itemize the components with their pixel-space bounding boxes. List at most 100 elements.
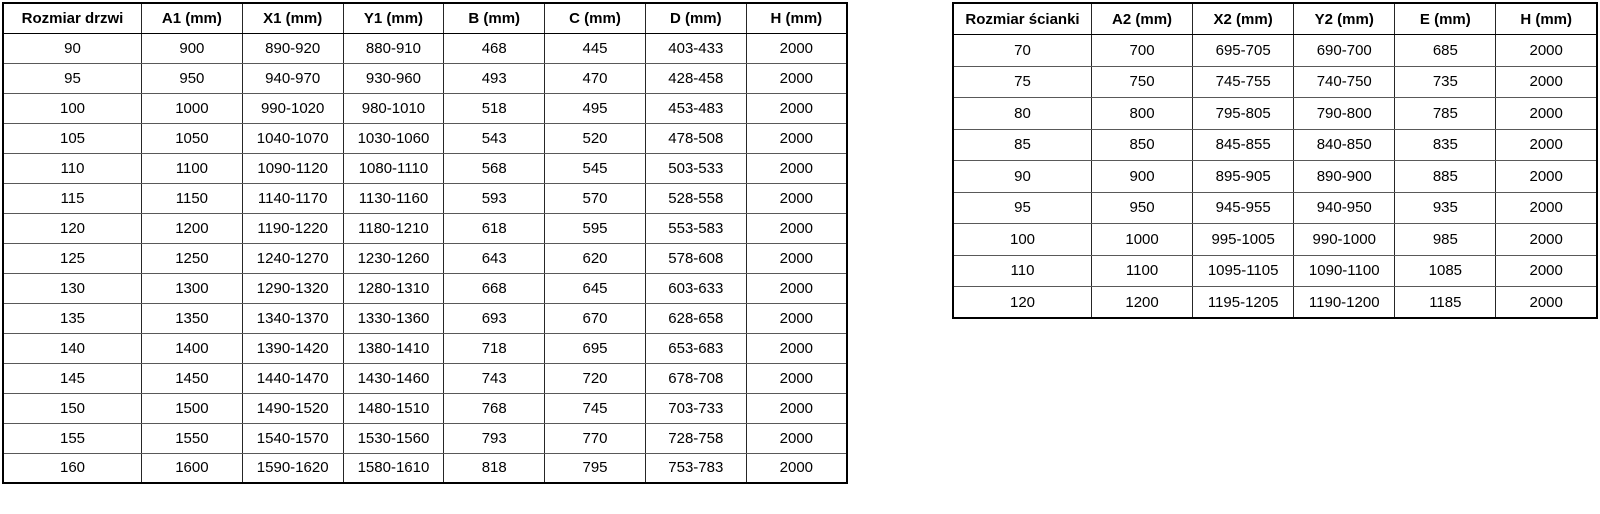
table-cell: 1150: [141, 182, 243, 214]
table-cell: 840-850: [1293, 128, 1396, 161]
table-cell: 1230-1260: [342, 242, 445, 274]
table-cell: 1200: [141, 212, 243, 244]
table-cell: 1040-1070: [241, 122, 344, 154]
table-cell: 735: [1394, 65, 1497, 98]
table-cell: 835: [1394, 128, 1497, 161]
table-row: 85 850 845-855 840-850 835 2000: [952, 128, 1598, 161]
table-cell: 130: [2, 272, 142, 304]
table-cell: 1240-1270: [241, 242, 344, 274]
header-row: Rozmiar drzwi A1 (mm) X1 (mm) Y1 (mm) B (mm)…: [2, 2, 848, 34]
table-cell: 945-955: [1192, 191, 1295, 224]
table-cell: 2000: [745, 182, 848, 214]
table-cell: 900: [141, 32, 243, 64]
column-header: A2 (mm): [1090, 2, 1194, 35]
table-cell: 75: [952, 65, 1092, 98]
table-row: 105 1050 1040-1070 1030-1060 543 520 478-508 20…: [2, 122, 848, 154]
table-row: 110 1100 1095-1105 1090-1100 1085 2000: [952, 254, 1598, 287]
table-row: 100 1000 995-1005 990-1000 985 2000: [952, 223, 1598, 256]
table-row: 115 1150 1140-1170 1130-1160 593 570 528-558 20…: [2, 182, 848, 214]
table-cell: 90: [952, 160, 1092, 193]
table-row: 145 1450 1440-1470 1430-1460 743 720 678-708 20…: [2, 362, 848, 394]
table-cell: 1600: [141, 452, 243, 484]
table-cell: 750: [1090, 65, 1194, 98]
table-cell: 1200: [1090, 286, 1194, 319]
table-cell: 950: [141, 62, 243, 94]
table-cell: 120: [2, 212, 142, 244]
table-cell: 543: [443, 122, 546, 154]
table-cell: 470: [544, 62, 646, 94]
table-row: 95 950 945-955 940-950 935 2000: [952, 191, 1598, 224]
table-cell: 670: [544, 302, 646, 334]
table-cell: 2000: [745, 122, 848, 154]
table-cell: 503-533: [644, 152, 747, 184]
column-header: B (mm): [443, 2, 546, 34]
table-cell: 518: [443, 92, 546, 124]
table-cell: 1030-1060: [342, 122, 445, 154]
table-cell: 718: [443, 332, 546, 364]
table-cell: 890-900: [1293, 160, 1396, 193]
table-cell: 885: [1394, 160, 1497, 193]
table-cell: 685: [1394, 34, 1497, 67]
table-cell: 985: [1394, 223, 1497, 256]
table-cell: 2000: [745, 422, 848, 454]
table-cell: 1280-1310: [342, 272, 445, 304]
table-cell: 1085: [1394, 254, 1497, 287]
table-cell: 795: [544, 452, 646, 484]
table-cell: 603-633: [644, 272, 747, 304]
table-cell: 1080-1110: [342, 152, 445, 184]
table-row: 75 750 745-755 740-750 735 2000: [952, 65, 1598, 98]
table-cell: 80: [952, 97, 1092, 130]
table-cell: 495: [544, 92, 646, 124]
table-cell: 1090-1100: [1293, 254, 1396, 287]
table-cell: 2000: [1495, 160, 1598, 193]
table-row: 120 1200 1195-1205 1190-1200 1185 2000: [952, 286, 1598, 319]
table-cell: 403-433: [644, 32, 747, 64]
table-cell: 1490-1520: [241, 392, 344, 424]
table-cell: 1590-1620: [241, 452, 344, 484]
table-cell: 493: [443, 62, 546, 94]
table-cell: 478-508: [644, 122, 747, 154]
table-cell: 1330-1360: [342, 302, 445, 334]
table-row: 150 1500 1490-1520 1480-1510 768 745 703-733 20…: [2, 392, 848, 424]
table-cell: 2000: [1495, 97, 1598, 130]
table-cell: 990-1020: [241, 92, 344, 124]
table-cell: 1190-1220: [241, 212, 344, 244]
table-cell: 895-905: [1192, 160, 1295, 193]
column-header: X2 (mm): [1192, 2, 1295, 35]
table-cell: 125: [2, 242, 142, 274]
table-cell: 140: [2, 332, 142, 364]
table-cell: 620: [544, 242, 646, 274]
table-cell: 1180-1210: [342, 212, 445, 244]
table-cell: 1185: [1394, 286, 1497, 319]
table-cell: 70: [952, 34, 1092, 67]
table-cell: 703-733: [644, 392, 747, 424]
table-cell: 668: [443, 272, 546, 304]
table-cell: 2000: [745, 32, 848, 64]
table-cell: 578-608: [644, 242, 747, 274]
table-cell: 95: [2, 62, 142, 94]
table-cell: 110: [2, 152, 142, 184]
table-cell: 1000: [141, 92, 243, 124]
table-row: 110 1100 1090-1120 1080-1110 568 545 503-533 20…: [2, 152, 848, 184]
table-cell: 980-1010: [342, 92, 445, 124]
table-cell: 1400: [141, 332, 243, 364]
table-cell: 1550: [141, 422, 243, 454]
table-cell: 155: [2, 422, 142, 454]
table-cell: 850: [1090, 128, 1194, 161]
column-header: Y2 (mm): [1293, 2, 1396, 35]
table-cell: 110: [952, 254, 1092, 287]
table-cell: 1140-1170: [241, 182, 344, 214]
table-cell: 890-920: [241, 32, 344, 64]
table-cell: 2000: [745, 242, 848, 274]
table-cell: 930-960: [342, 62, 445, 94]
table-cell: 528-558: [644, 182, 747, 214]
table-cell: 1500: [141, 392, 243, 424]
table-cell: 1390-1420: [241, 332, 344, 364]
table-cell: 768: [443, 392, 546, 424]
table-cell: 1540-1570: [241, 422, 344, 454]
table-cell: 2000: [745, 272, 848, 304]
table-cell: 1050: [141, 122, 243, 154]
table-row: 95 950 940-970 930-960 493 470 428-458 2000: [2, 62, 848, 94]
table-cell: 753-783: [644, 452, 747, 484]
